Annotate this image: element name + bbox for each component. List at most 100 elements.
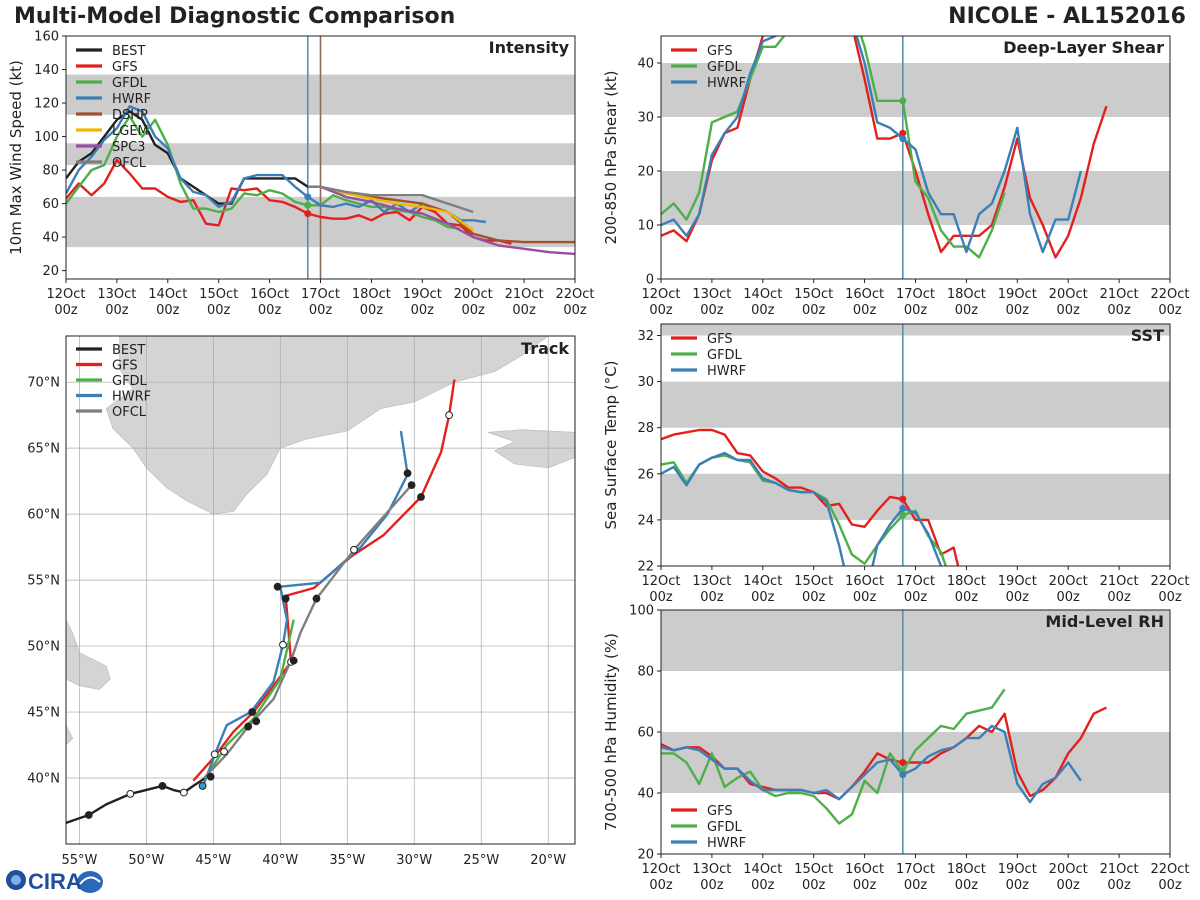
- latitude-label: 65°N: [27, 442, 60, 457]
- x-tick-label-date: 19Oct: [403, 287, 442, 302]
- x-tick-label-hour: 00z: [853, 590, 877, 605]
- x-tick-label-date: 15Oct: [794, 574, 833, 589]
- panel-title: Deep-Layer Shear: [1003, 38, 1164, 57]
- series-line-gfdl: [66, 115, 461, 230]
- series-line-ofcl: [307, 185, 474, 214]
- longitude-label: 45°W: [195, 853, 231, 868]
- x-tick-label-date: 12Oct: [641, 862, 680, 877]
- x-tick-label-date: 21Oct: [505, 287, 544, 302]
- track-position-marker: [273, 582, 282, 591]
- panel-title: Mid-Level RH: [1045, 612, 1164, 631]
- track-position-marker: [210, 750, 219, 759]
- x-tick-label-hour: 00z: [751, 590, 775, 605]
- x-tick-label-date: 17Oct: [301, 287, 340, 302]
- track-position-marker: [350, 545, 358, 554]
- y-tick-label: 120: [34, 97, 59, 112]
- track-line-gfs: [192, 379, 456, 782]
- legend-label-hwrf: HWRF: [707, 364, 746, 379]
- x-tick-label-hour: 00z: [955, 303, 979, 318]
- marker-hwrf: [899, 771, 907, 779]
- y-tick-label: 20: [637, 165, 654, 180]
- nova-scotia-landmass: [66, 725, 74, 746]
- longitude-label: 20°W: [530, 853, 566, 868]
- panel-track: 55°W 50°W 45°W 40°W 35°W 30°W 25°W 20°W 40°N 45°N…: [27, 335, 576, 868]
- legend-label-lgem: LGEM: [112, 124, 149, 139]
- legend-label-best: BEST: [112, 44, 145, 59]
- longitude-label: 40°W: [262, 853, 298, 868]
- x-tick-label-date: 12Oct: [641, 287, 680, 302]
- latitude-label: 70°N: [27, 376, 60, 391]
- x-tick-label-hour: 00z: [1006, 590, 1030, 605]
- latitude-label: 40°N: [27, 772, 60, 787]
- track-position-marker: [281, 594, 290, 603]
- longitude-label: 50°W: [128, 853, 164, 868]
- x-tick-label-hour: 00z: [258, 303, 282, 318]
- x-tick-label-hour: 00z: [751, 303, 775, 318]
- series-line-lgem: [320, 185, 474, 232]
- y-tick-label: 28: [637, 421, 654, 436]
- legend-label-gfdl: GFDL: [707, 60, 743, 75]
- legend-label-gfdl: GFDL: [707, 820, 743, 835]
- track-position-marker: [289, 656, 298, 665]
- track-position-marker: [244, 722, 253, 731]
- y-tick-label: 22: [637, 560, 654, 575]
- plot-area: [661, 36, 1170, 279]
- x-tick-label-hour: 00z: [700, 590, 724, 605]
- x-tick-label-hour: 00z: [1107, 303, 1131, 318]
- x-tick-label-hour: 00z: [411, 303, 435, 318]
- x-tick-label-date: 18Oct: [947, 862, 986, 877]
- shade-band: [661, 324, 1170, 336]
- legend-label-hwrf: HWRF: [707, 76, 746, 91]
- x-tick-label-date: 17Oct: [896, 287, 935, 302]
- x-tick-label-date: 22Oct: [1150, 287, 1189, 302]
- series-line-hwrf: [661, 724, 1082, 804]
- y-tick-label: 40: [637, 787, 654, 802]
- x-tick-label-hour: 00z: [904, 878, 928, 893]
- x-tick-label-date: 14Oct: [743, 574, 782, 589]
- x-tick-label-date: 13Oct: [692, 287, 731, 302]
- greenland-landmass: [105, 336, 549, 515]
- legend-label-spc3: SPC3: [112, 140, 145, 155]
- x-tick-label-hour: 00z: [853, 878, 877, 893]
- x-tick-label-hour: 00z: [1107, 590, 1131, 605]
- series-line-gfs: [66, 158, 512, 245]
- marker-gfdl: [899, 511, 907, 519]
- x-tick-label-date: 14Oct: [743, 862, 782, 877]
- x-tick-label-date: 20Oct: [1049, 574, 1088, 589]
- latitude-label: 50°N: [27, 640, 60, 655]
- panel-title: Track: [521, 339, 569, 358]
- y-tick-label: 20: [42, 264, 59, 279]
- x-tick-label-hour: 00z: [309, 303, 333, 318]
- x-tick-label-date: 15Oct: [794, 287, 833, 302]
- legend-label-gfs: GFS: [707, 804, 733, 819]
- marker-gfs: [899, 759, 907, 766]
- latitude-label: 45°N: [27, 706, 60, 721]
- cira-logo: CIRA: [6, 869, 103, 894]
- legend-label-gfs: GFS: [112, 359, 138, 374]
- cira-logo-text: CIRA: [28, 869, 82, 894]
- storm-name: NICOLE - AL152016: [948, 4, 1186, 29]
- y-tick-label: 0: [646, 273, 654, 288]
- panel-title: SST: [1131, 326, 1164, 345]
- track-line-best: [66, 776, 206, 825]
- legend-label-ofcl: OFCL: [112, 156, 147, 171]
- y-axis-label: Sea Surface Temp (°C): [602, 360, 620, 529]
- x-tick-label-date: 12Oct: [46, 287, 85, 302]
- x-tick-label-hour: 00z: [904, 590, 928, 605]
- x-tick-label-date: 17Oct: [896, 862, 935, 877]
- latitude-label: 55°N: [27, 574, 60, 589]
- legend-label-gfs: GFS: [707, 332, 733, 347]
- series-line-hwrf: [66, 105, 487, 224]
- y-tick-label: 80: [42, 164, 59, 179]
- legend-label-dshp: DSHP: [112, 108, 148, 123]
- figure-title: Multi-Model Diagnostic Comparison: [14, 4, 456, 29]
- y-tick-label: 26: [637, 467, 654, 482]
- x-tick-label-hour: 00z: [1057, 878, 1081, 893]
- x-tick-label-hour: 00z: [904, 303, 928, 318]
- x-tick-label-date: 14Oct: [743, 287, 782, 302]
- y-tick-label: 30: [637, 375, 654, 390]
